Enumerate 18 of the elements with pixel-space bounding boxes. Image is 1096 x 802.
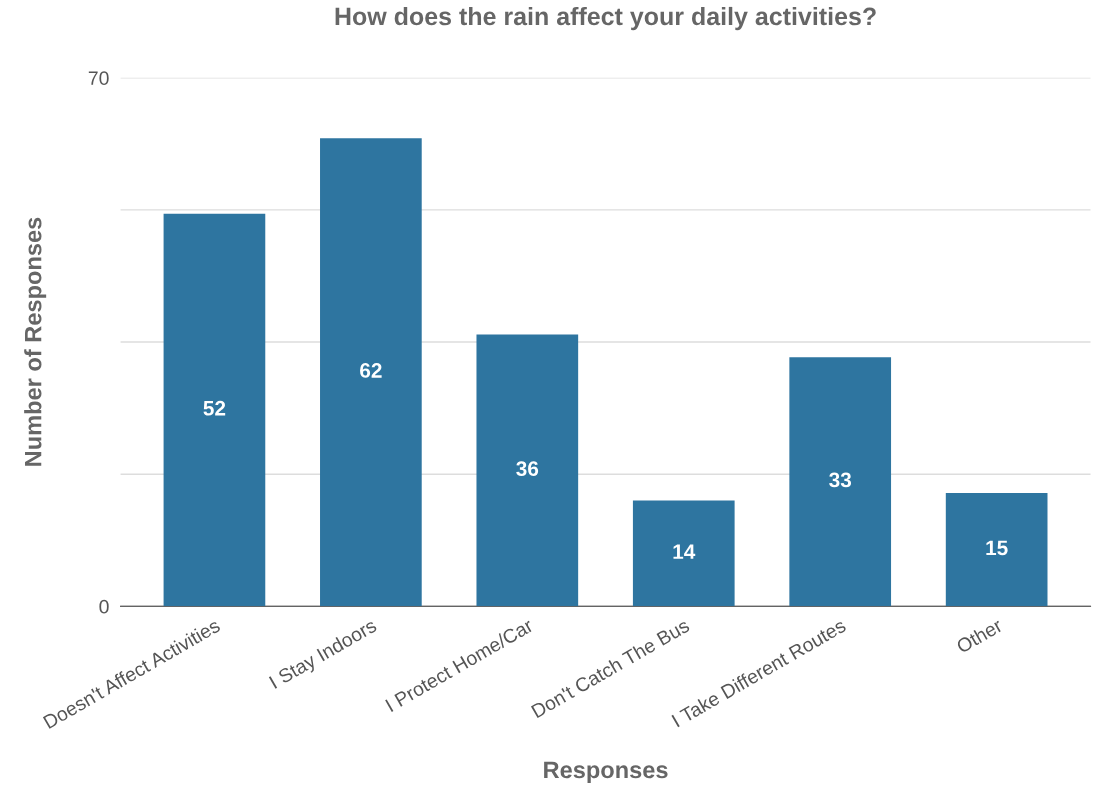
y-tick-label: 0	[99, 599, 109, 614]
bar	[476, 334, 579, 607]
data-label: 15	[986, 540, 1008, 556]
data-label: 52	[203, 400, 226, 416]
data-label: 62	[360, 363, 382, 378]
bar	[789, 357, 892, 607]
chart-title: How does the rain affect your daily activities?	[335, 6, 876, 31]
x-axis-title: Responses	[544, 761, 668, 783]
y-axis-title: Number of Responses	[24, 217, 47, 466]
bar	[945, 493, 1048, 607]
bar	[632, 500, 735, 607]
y-tick-label: 70	[88, 71, 109, 86]
data-label: 36	[516, 461, 539, 477]
bar	[320, 138, 422, 607]
data-label: 14	[673, 544, 696, 559]
bar	[163, 213, 266, 607]
data-label: 33	[829, 472, 852, 488]
x-tick-label: Other	[955, 617, 1004, 654]
